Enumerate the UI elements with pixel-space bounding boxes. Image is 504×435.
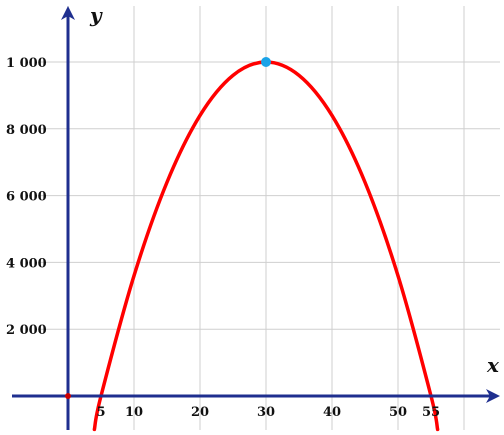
x-axis-arrow-icon bbox=[486, 389, 500, 403]
y-tick-label: 8 000 bbox=[6, 123, 47, 138]
x-tick-label: 40 bbox=[323, 405, 341, 420]
y-axis-arrow-icon bbox=[61, 6, 75, 20]
vertex-point bbox=[261, 57, 271, 67]
y-tick-label: 6 000 bbox=[6, 190, 47, 205]
x-tick-label: 50 bbox=[389, 405, 407, 420]
x-tick-label: 10 bbox=[125, 405, 143, 420]
x-axis-label: x bbox=[486, 353, 500, 377]
points-layer bbox=[65, 57, 271, 399]
x-tick-label: 55 bbox=[422, 405, 440, 420]
grid bbox=[40, 6, 500, 430]
x-tick-label: 30 bbox=[257, 405, 275, 420]
origin-point bbox=[65, 393, 71, 399]
y-tick-label: 4 000 bbox=[6, 256, 47, 271]
axes: xy bbox=[12, 3, 500, 430]
x-tick-label: 5 bbox=[96, 405, 105, 420]
tick-labels: 5 10 20 30 40 50 55 2 000 4 000 6 000 8 000 1 000 bbox=[6, 56, 440, 420]
y-tick-label: 2 000 bbox=[6, 323, 47, 338]
x-tick-label: 20 bbox=[191, 405, 209, 420]
y-axis-label: y bbox=[89, 3, 103, 27]
y-tick-label: 1 000 bbox=[6, 56, 47, 71]
